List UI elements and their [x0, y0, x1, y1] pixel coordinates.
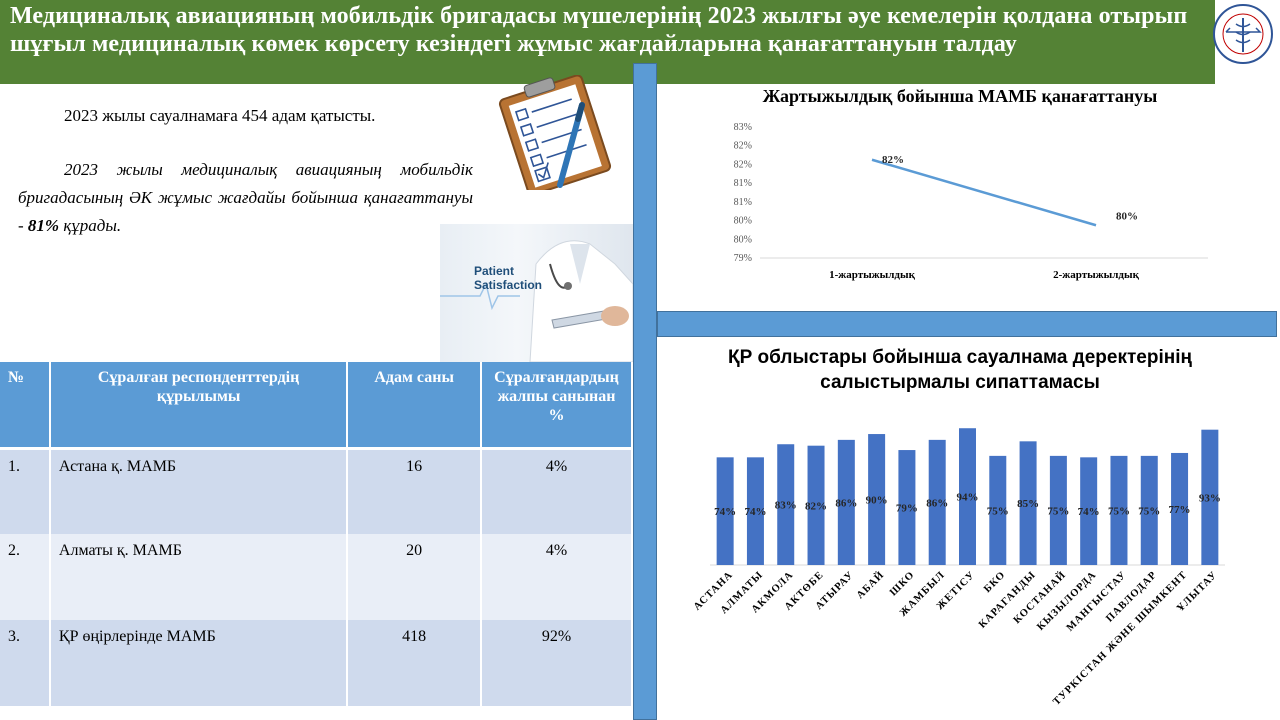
data-label: 90%: [866, 495, 888, 507]
row-name: Алматы қ. МАМБ: [49, 534, 349, 620]
row-name: Астана қ. МАМБ: [49, 448, 349, 534]
data-label: 75%: [1047, 505, 1069, 517]
data-label: 82%: [805, 500, 827, 512]
x-category-label: 1-жартыжылдық: [829, 269, 915, 281]
data-label: 75%: [1108, 505, 1130, 517]
regions-bar-chart: 74%АСТАНА74%АЛМАТЫ83%АКМОЛА82%АКТӨБЕ86%А…: [692, 428, 1225, 708]
data-label: 82%: [882, 154, 904, 166]
respondents-table: № Сұралған респонденттердің құрылымы Ада…: [0, 362, 633, 706]
row-name: ҚР өңірлерінде МАМБ: [49, 620, 349, 706]
row-percent: 92%: [481, 620, 633, 706]
bar-chart-title: ҚР облыстары бойынша сауалнама деректері…: [728, 347, 1192, 393]
data-label: 74%: [744, 506, 766, 518]
data-label: 74%: [1078, 506, 1100, 518]
col-header-structure: Сұралған респонденттердің құрылымы: [49, 362, 349, 450]
row-percent: 4%: [481, 534, 633, 620]
horizontal-divider: [657, 311, 1277, 337]
data-label: 79%: [896, 503, 918, 515]
row-percent: 4%: [481, 448, 633, 534]
bar: [1171, 452, 1189, 565]
col-header-num: №: [0, 362, 51, 450]
row-count: 16: [347, 448, 482, 534]
data-label: 75%: [987, 505, 1009, 517]
x-category-label: АБАЙ: [854, 569, 887, 602]
x-category-label: ШКО: [888, 569, 917, 598]
bar: [898, 450, 916, 565]
row-num: 3.: [0, 620, 51, 706]
y-tick-label: 80%: [734, 234, 752, 245]
row-count: 20: [347, 534, 482, 620]
bar: [1110, 455, 1128, 565]
y-tick-label: 81%: [734, 197, 752, 208]
bar: [1049, 455, 1067, 565]
bar: [777, 444, 795, 565]
bar: [989, 455, 1007, 565]
half-year-line-chart: 83% 82% 82% 81% 81% 80% 80% 79% 82% 1-жартыжылдық…: [734, 122, 1208, 281]
page-title: Медициналық авиацияның мобильдік бригада…: [10, 3, 1188, 57]
satisfaction-summary-text: 2023 жылы медициналық авиацияның мобильд…: [18, 156, 473, 240]
x-category-label: КОСТАНАЙ: [1011, 569, 1068, 626]
y-tick-label: 81%: [734, 178, 752, 189]
bar: [928, 439, 946, 565]
y-tick-label: 83%: [734, 122, 752, 133]
caption-line-1: Patient: [474, 264, 515, 278]
bar: [807, 445, 825, 565]
row-num: 2.: [0, 534, 51, 620]
x-category-label: БКО: [982, 569, 1008, 595]
data-label: 83%: [775, 500, 797, 512]
y-tick-label: 82%: [734, 159, 752, 170]
summary-suffix: құрады.: [59, 216, 122, 235]
bar: [746, 457, 764, 565]
data-label: 75%: [1138, 505, 1160, 517]
table-row: 1. Астана қ. МАМБ 16 4%: [0, 448, 633, 534]
header-banner: Медициналық авиацияның мобильдік бригада…: [0, 0, 1215, 84]
doctor-illustration-icon: [440, 240, 633, 362]
table-row: 3. ҚР өңірлерінде МАМБ 418 92%: [0, 620, 633, 706]
data-label: 86%: [926, 497, 948, 509]
bar: [1140, 455, 1158, 565]
row-num: 1.: [0, 448, 51, 534]
bar: [959, 428, 976, 565]
series-line: [871, 158, 1097, 227]
y-tick-label: 80%: [734, 216, 752, 227]
clipboard-checklist-icon: [498, 75, 612, 190]
data-label: 86%: [835, 497, 857, 509]
summary-prefix: 2023 жылы медициналық авиацияның мобильд…: [18, 160, 473, 235]
y-tick-label: 79%: [734, 253, 752, 264]
row-count: 418: [347, 620, 482, 706]
emergency-logo-icon: [1213, 4, 1273, 64]
summary-value: 81%: [27, 216, 60, 235]
bar: [1080, 457, 1098, 565]
vertical-divider: [633, 63, 657, 720]
data-label: 94%: [957, 492, 979, 504]
table-row: 2. Алматы қ. МАМБ 20 4%: [0, 534, 633, 620]
col-header-count: Адам саны: [347, 362, 482, 450]
bar: [837, 439, 855, 565]
col-header-percent: Сұралғандардың жалпы санынан %: [481, 362, 633, 450]
data-label: 80%: [1116, 210, 1138, 222]
bar: [716, 457, 734, 565]
bar: [1019, 441, 1037, 565]
table-header-row: № Сұралған респонденттердің құрылымы Ада…: [0, 362, 633, 450]
data-label: 77%: [1169, 504, 1191, 516]
x-category-label: 2-жартыжылдық: [1053, 269, 1139, 281]
line-chart-title: Жартыжылдық бойынша МАМБ қанағаттануы: [762, 86, 1158, 106]
patient-satisfaction-image: Patient Satisfaction: [440, 224, 633, 362]
caption-line-2: Satisfaction: [474, 278, 543, 292]
y-tick-label: 82%: [734, 141, 752, 152]
data-label: 93%: [1199, 492, 1221, 504]
survey-count-text: 2023 жылы сауалнамаға 454 адам қатысты.: [64, 106, 376, 125]
bar: [1201, 429, 1219, 565]
data-label: 85%: [1017, 498, 1039, 510]
bar: [868, 434, 886, 565]
image-caption: Patient Satisfaction: [474, 264, 542, 292]
data-label: 74%: [714, 506, 736, 518]
